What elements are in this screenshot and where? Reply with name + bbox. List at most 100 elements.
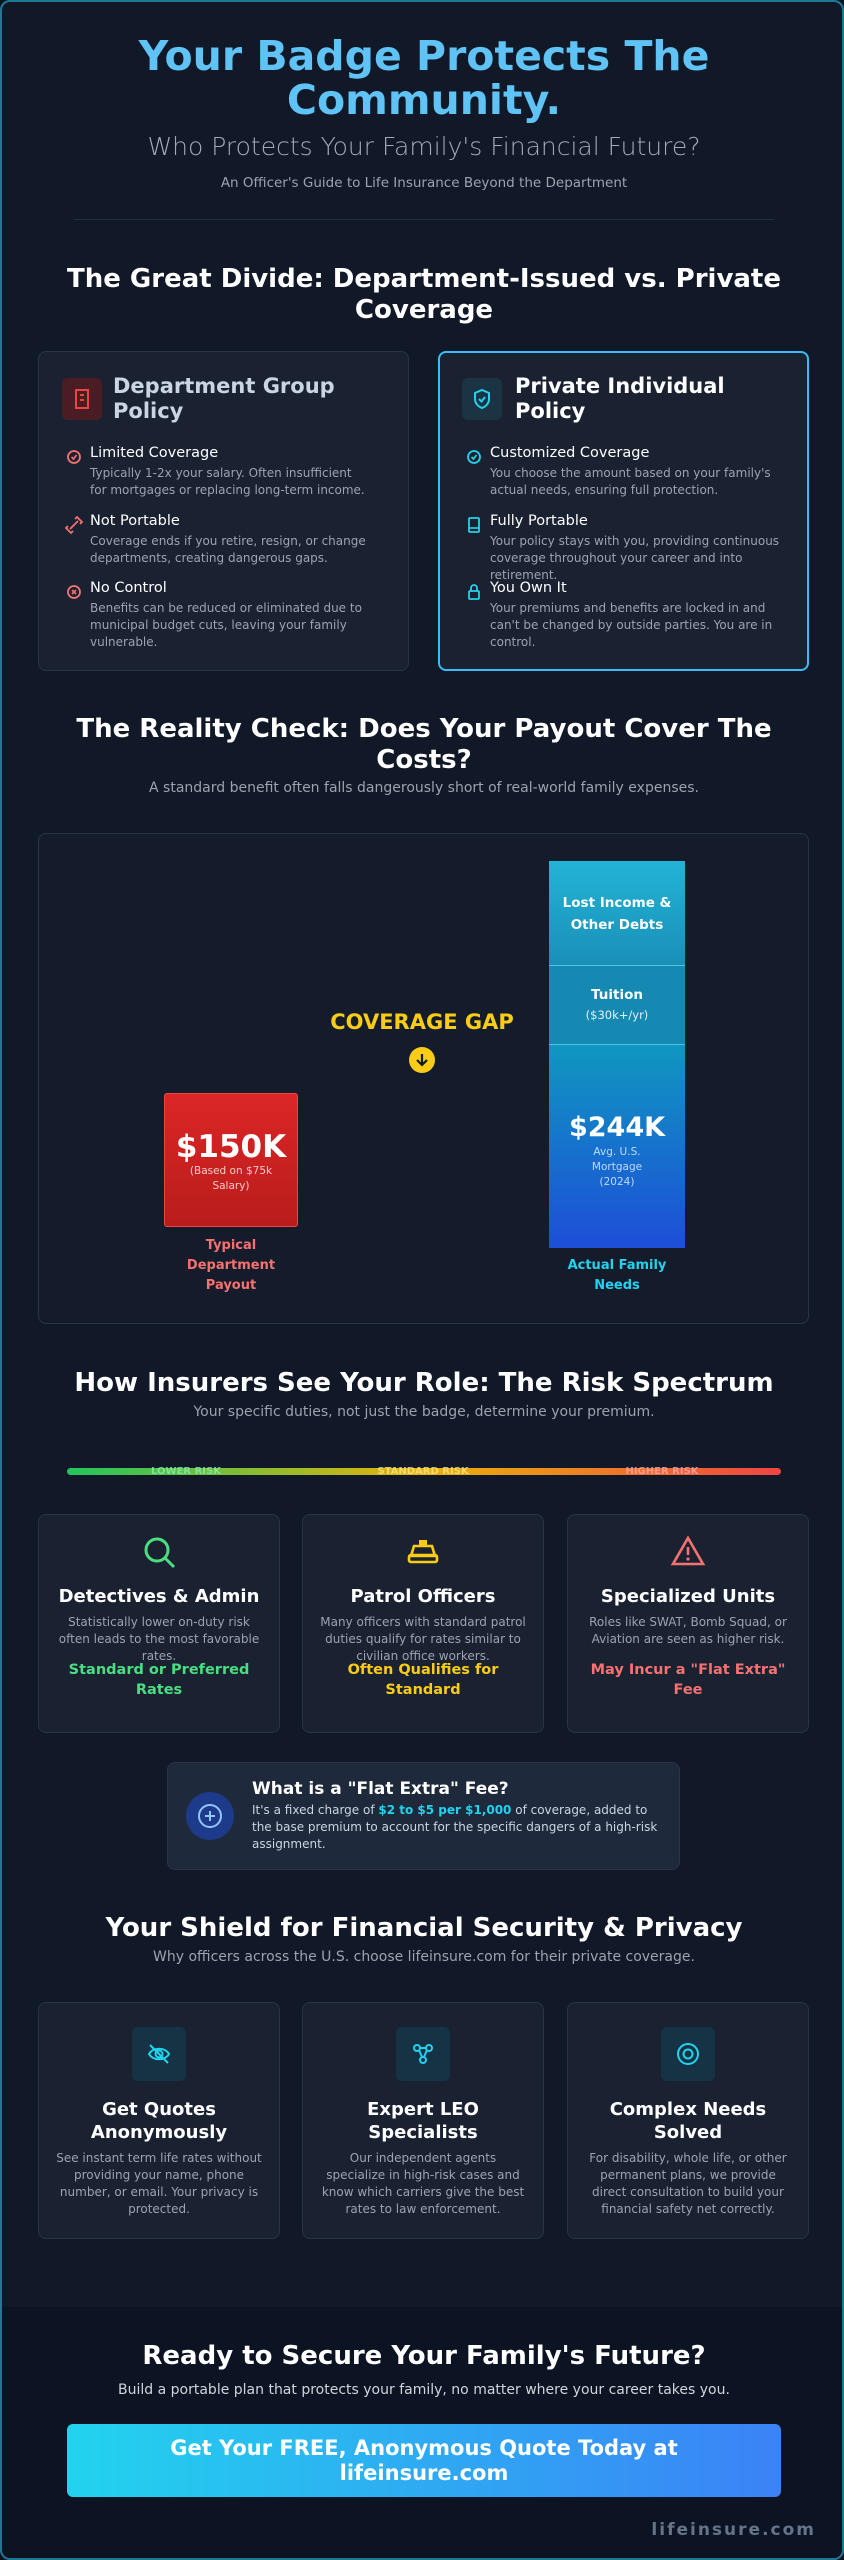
icon	[677, 2043, 699, 2065]
section-title: Your Shield for Financial Security & Pri…	[105, 1913, 743, 1943]
icon	[64, 515, 84, 539]
payout-bar	[164, 1093, 298, 1227]
shield-card-text: For disability, whole life, or other per…	[589, 2151, 787, 2216]
item-title: Customized Coverage	[490, 445, 650, 461]
tagline: An Officer's Guide to Life Insurance Bey…	[220, 175, 628, 191]
risk-bar	[67, 1468, 781, 1475]
risk-card-title: Specialized Units	[600, 1586, 776, 1607]
card-title: Private Individual Policy	[515, 374, 725, 423]
title: Your Badge Protects The Community.	[138, 32, 710, 124]
item-icon	[64, 515, 84, 535]
gap-arrow	[409, 1047, 435, 1073]
icon	[413, 2044, 433, 2064]
needs-segment	[549, 1044, 685, 1248]
shield-icon	[474, 388, 490, 410]
cta-button[interactable]: Get Your FREE, Anonymous Quote Today at …	[67, 2424, 781, 2497]
section-subtitle: Why officers across the U.S. choose life…	[153, 1949, 695, 1965]
shield-card-title: Expert LEO Specialists	[367, 2099, 479, 2143]
shield-icon	[132, 2027, 186, 2081]
shield-icon	[396, 2027, 450, 2081]
icon	[64, 582, 84, 606]
segment-title: Lost Income & Other Debts	[562, 895, 672, 933]
chart-panel	[38, 833, 809, 1324]
plus-icon	[186, 1792, 234, 1840]
segment-note: Avg. U.S. Mortgage (2024)	[591, 1146, 643, 1188]
payout-label: Typical Department Payout	[186, 1238, 276, 1293]
needs-segment	[549, 861, 685, 965]
subtitle: Who Protects Your Family's Financial Fut…	[147, 132, 701, 161]
item-title: No Control	[90, 580, 167, 596]
payout-note: (Based on $75k Salary)	[189, 1165, 273, 1192]
cta-title: Ready to Secure Your Family's Future?	[142, 2341, 706, 2371]
gap-label: COVERAGE GAP	[330, 1010, 514, 1034]
item-icon	[468, 584, 480, 600]
risk-scale-label: LOWER RISK	[151, 1466, 221, 1477]
risk-card	[302, 1514, 544, 1733]
item-title: Limited Coverage	[90, 445, 219, 461]
highlight: $2 to $5 per $1,000	[378, 1803, 512, 1817]
footer-brand: lifeinsure.com	[651, 2520, 816, 2540]
item-text: Benefits can be reduced or eliminated du…	[90, 601, 362, 649]
section-subtitle: A standard benefit often falls dangerous…	[149, 780, 699, 796]
section-title: How Insurers See Your Role: The Risk Spe…	[74, 1368, 774, 1398]
shield-card-title: Get Quotes Anonymously	[90, 2099, 228, 2143]
risk-card-text: Many officers with standard patrol dutie…	[320, 1615, 526, 1663]
item-icon	[67, 450, 81, 464]
item-text: You choose the amount based on your fami…	[490, 466, 771, 497]
risk-rating: Standard or Preferred Rates	[68, 1662, 250, 1698]
item-icon	[467, 450, 481, 464]
section-subtitle: Your specific duties, not just the badge…	[193, 1404, 655, 1420]
segment-title: $244K	[568, 1112, 666, 1143]
risk-card-text: Statistically lower on-duty risk often l…	[58, 1615, 260, 1663]
item-title: You Own It	[490, 580, 567, 596]
text: It's a fixed charge of	[252, 1803, 379, 1817]
segment-note: ($30k+/yr)	[585, 1008, 649, 1022]
risk-card	[38, 1514, 280, 1733]
risk-icon	[141, 1534, 177, 1574]
risk-rating: May Incur a "Flat Extra" Fee	[590, 1662, 786, 1698]
icon	[407, 1540, 439, 1564]
needs-segment	[549, 965, 685, 1044]
shield-icon	[661, 2027, 715, 2081]
cta-subtitle: Build a portable plan that protects your…	[118, 2382, 730, 2398]
item-text: Typically 1-2x your salary. Often insuff…	[90, 466, 365, 497]
shield-card-text: See instant term life rates without prov…	[56, 2151, 262, 2216]
needs-label: Actual Family Needs	[567, 1258, 667, 1293]
item-title: Not Portable	[90, 513, 180, 529]
divider	[74, 219, 774, 220]
risk-rating: Often Qualifies for Standard	[347, 1662, 499, 1698]
icon	[464, 447, 484, 471]
icon	[670, 1535, 706, 1566]
icon	[147, 2044, 171, 2064]
shield-card-text: Our independent agents specialize in hig…	[321, 2151, 525, 2216]
card-title: Department Group Policy	[113, 374, 335, 423]
shield-card-title: Complex Needs Solved	[609, 2099, 767, 2143]
section-title: The Great Divide: Department-Issued vs. …	[66, 264, 781, 325]
payout-amount: $150K	[175, 1129, 287, 1165]
item-text: Your policy stays with you, providing co…	[490, 534, 780, 582]
item-text: Your premiums and benefits are locked in…	[490, 601, 773, 649]
flat-extra-title: What is a "Flat Extra" Fee?	[252, 1779, 509, 1799]
flat-extra-text: It's a fixed charge of $2 to $5 per $1,0…	[252, 1802, 662, 1853]
icon	[464, 515, 484, 539]
item-text: Coverage ends if you retire, resign, or …	[90, 534, 366, 565]
section-title: The Reality Check: Does Your Payout Cove…	[76, 714, 772, 775]
flat-extra-box	[167, 1762, 680, 1870]
icon	[464, 582, 484, 606]
building-icon	[75, 389, 89, 409]
item-icon	[67, 585, 81, 599]
risk-scale-label: STANDARD RISK	[377, 1466, 469, 1477]
segment-title: Tuition	[591, 987, 643, 1003]
icon	[144, 1537, 176, 1569]
item-icon	[468, 517, 480, 533]
icon	[62, 378, 102, 420]
text: of coverage, added to the base premium t…	[252, 1803, 658, 1851]
icon	[462, 378, 502, 420]
risk-card-text: Roles like SWAT, Bomb Squad, or Aviation…	[589, 1615, 787, 1646]
risk-icon	[405, 1534, 441, 1574]
risk-scale-label: HIGHER RISK	[625, 1466, 699, 1477]
risk-icon	[670, 1534, 706, 1574]
risk-card-title: Patrol Officers	[350, 1586, 496, 1607]
icon	[64, 447, 84, 471]
